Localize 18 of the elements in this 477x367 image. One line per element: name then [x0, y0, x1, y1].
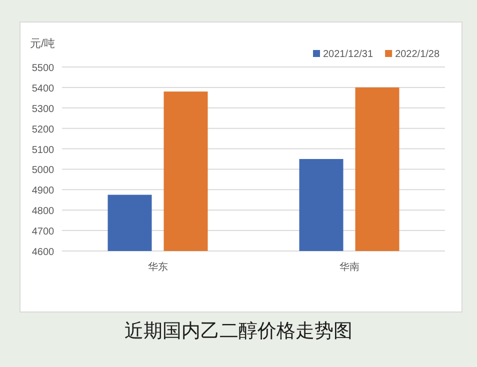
y-tick-label: 5300	[32, 104, 55, 115]
y-tick-label: 4600	[32, 247, 55, 258]
y-tick-label: 5200	[32, 124, 55, 136]
y-tick-label: 4900	[32, 186, 55, 197]
x-tick-label: 华东	[148, 261, 168, 273]
y-tick-label: 5400	[32, 83, 55, 94]
y-axis-title: 元/吨	[30, 37, 56, 50]
x-tick-label: 华南	[339, 261, 360, 273]
legend-item: 2021/12/31	[313, 49, 374, 60]
text: 近期国内乙二醇价格走势图	[124, 321, 352, 342]
y-tick-label: 5000	[32, 165, 55, 176]
legend-label: 2022/1/28	[395, 49, 440, 60]
y-tick-label: 5500	[32, 63, 55, 74]
y-tick-label: 5100	[32, 144, 55, 156]
y-tick-label: 4700	[32, 226, 55, 238]
y-tick-label: 4800	[32, 206, 55, 218]
legend-item: 2022/1/28	[385, 49, 440, 60]
legend-label: 2021/12/31	[323, 49, 374, 60]
